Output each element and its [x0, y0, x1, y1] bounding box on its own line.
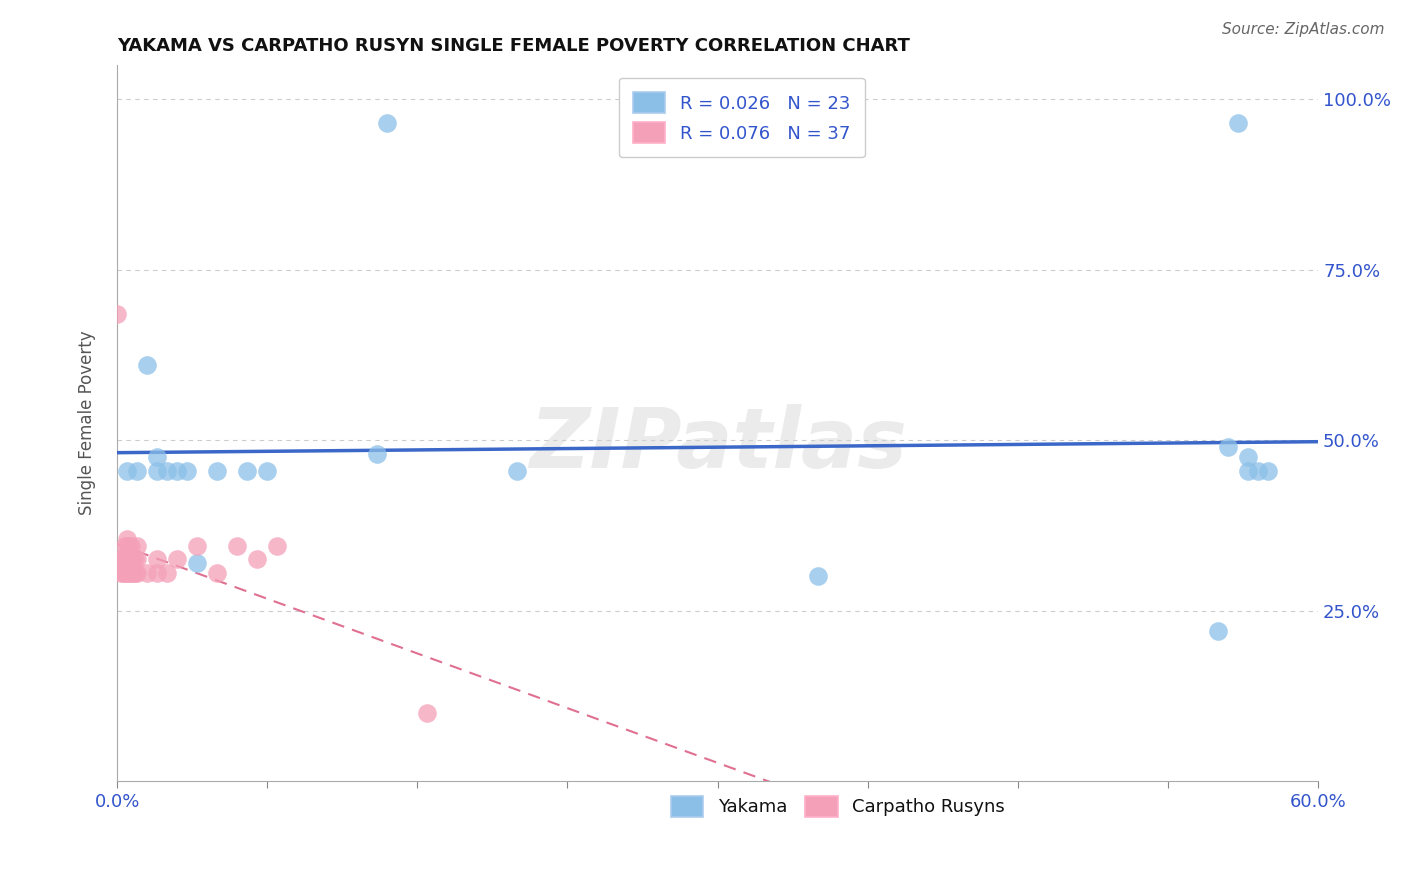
Point — [118, 539, 141, 553]
Point — [236, 464, 259, 478]
Point — [166, 464, 188, 478]
Text: ZIPatlas: ZIPatlas — [529, 404, 907, 485]
Point — [416, 706, 439, 720]
Point — [122, 566, 145, 580]
Point — [120, 566, 142, 580]
Point — [1206, 624, 1229, 638]
Point — [115, 546, 138, 560]
Point — [176, 464, 198, 478]
Point — [112, 552, 135, 566]
Point — [506, 464, 529, 478]
Point — [186, 556, 208, 570]
Point — [115, 539, 138, 553]
Point — [115, 566, 138, 580]
Point — [115, 532, 138, 546]
Point — [1227, 116, 1250, 130]
Point — [156, 566, 179, 580]
Point — [1247, 464, 1270, 478]
Point — [146, 450, 169, 465]
Y-axis label: Single Female Poverty: Single Female Poverty — [79, 331, 96, 516]
Point — [118, 552, 141, 566]
Point — [120, 539, 142, 553]
Text: YAKAMA VS CARPATHO RUSYN SINGLE FEMALE POVERTY CORRELATION CHART: YAKAMA VS CARPATHO RUSYN SINGLE FEMALE P… — [117, 37, 910, 55]
Point — [136, 566, 159, 580]
Point — [114, 566, 136, 580]
Point — [166, 552, 188, 566]
Point — [127, 464, 149, 478]
Point — [127, 552, 149, 566]
Point — [226, 539, 249, 553]
Point — [1237, 450, 1260, 465]
Point — [118, 566, 141, 580]
Point — [112, 566, 135, 580]
Point — [146, 552, 169, 566]
Point — [124, 552, 146, 566]
Point — [1237, 464, 1260, 478]
Point — [1216, 440, 1239, 454]
Text: Source: ZipAtlas.com: Source: ZipAtlas.com — [1222, 22, 1385, 37]
Point — [186, 539, 208, 553]
Point — [366, 447, 388, 461]
Point — [110, 566, 132, 580]
Point — [375, 116, 398, 130]
Point — [127, 566, 149, 580]
Point — [124, 566, 146, 580]
Legend: Yakama, Carpatho Rusyns: Yakama, Carpatho Rusyns — [662, 787, 1014, 826]
Point — [246, 552, 269, 566]
Point — [136, 358, 159, 372]
Point — [122, 552, 145, 566]
Point — [146, 464, 169, 478]
Point — [114, 552, 136, 566]
Point — [256, 464, 278, 478]
Point — [114, 539, 136, 553]
Point — [146, 566, 169, 580]
Point — [1257, 464, 1279, 478]
Point — [120, 552, 142, 566]
Point — [110, 552, 132, 566]
Point — [115, 464, 138, 478]
Point — [115, 556, 138, 570]
Point — [105, 307, 128, 321]
Point — [127, 539, 149, 553]
Point — [807, 569, 830, 583]
Point — [205, 566, 228, 580]
Point — [266, 539, 288, 553]
Point — [156, 464, 179, 478]
Point — [205, 464, 228, 478]
